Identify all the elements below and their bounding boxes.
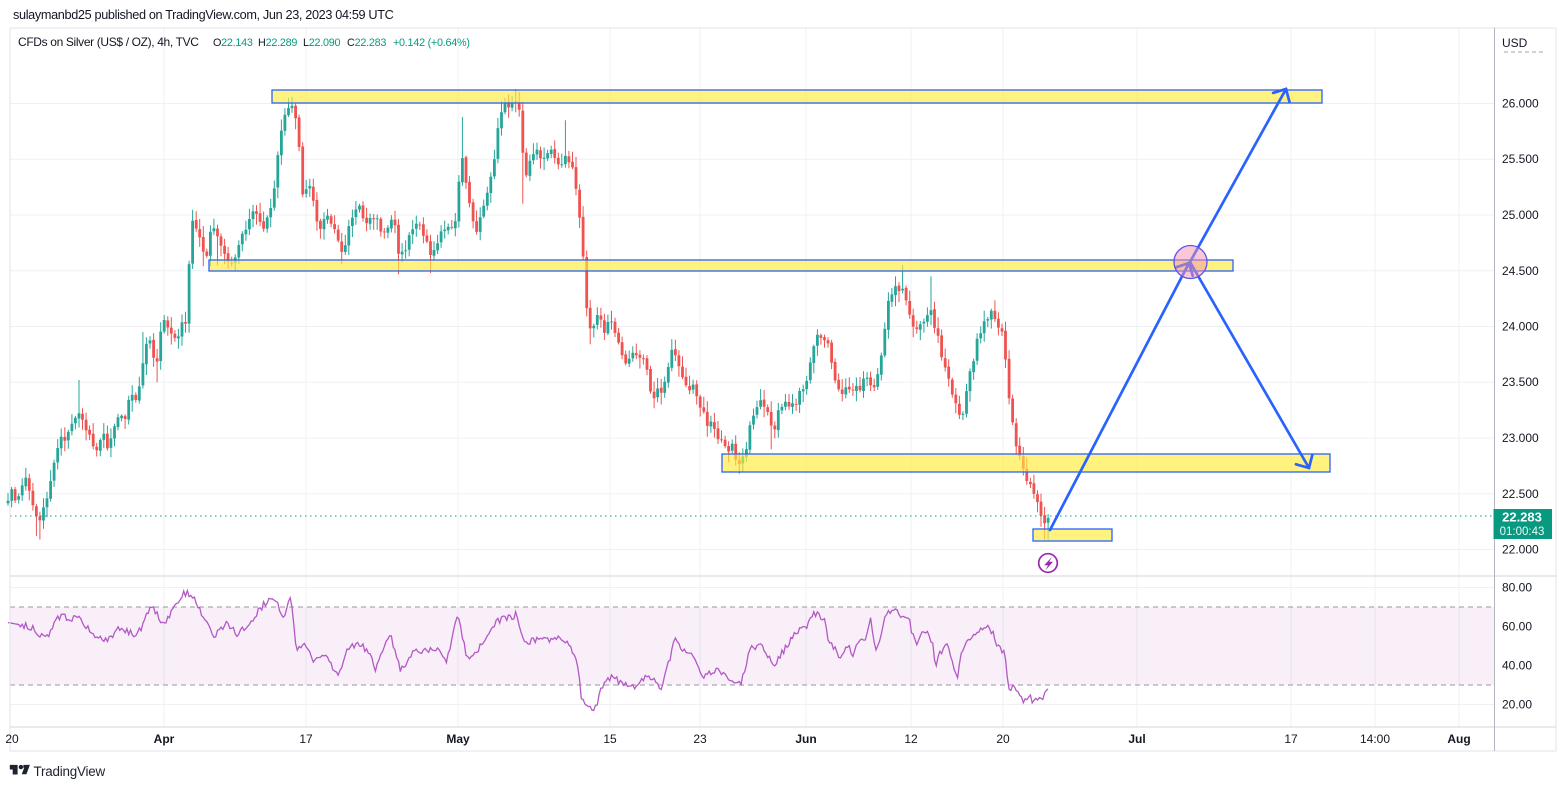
svg-text:24.500: 24.500: [1502, 264, 1539, 278]
svg-text:22.500: 22.500: [1502, 487, 1539, 501]
svg-text:25.000: 25.000: [1502, 208, 1539, 222]
svg-text:23: 23: [693, 732, 707, 746]
svg-text:01:00:43: 01:00:43: [1500, 526, 1545, 538]
svg-text:25.500: 25.500: [1502, 152, 1539, 166]
svg-text:20.00: 20.00: [1502, 698, 1532, 712]
svg-text:Jul: Jul: [1128, 732, 1145, 746]
svg-text:May: May: [446, 732, 470, 746]
svg-text:14:00: 14:00: [1360, 732, 1390, 746]
svg-text:L22.090: L22.090: [303, 37, 341, 49]
svg-text:USD: USD: [1502, 36, 1528, 50]
svg-text:TradingView: TradingView: [34, 764, 106, 779]
svg-text:26.000: 26.000: [1502, 97, 1539, 111]
svg-text:C22.283: C22.283: [347, 37, 386, 49]
svg-text:24.000: 24.000: [1502, 320, 1539, 334]
svg-text:23.500: 23.500: [1502, 375, 1539, 389]
svg-text:22.000: 22.000: [1502, 543, 1539, 557]
svg-text:15: 15: [603, 732, 617, 746]
svg-text:23.000: 23.000: [1502, 431, 1539, 445]
svg-text:Aug: Aug: [1447, 732, 1470, 746]
svg-text:17: 17: [1284, 732, 1298, 746]
svg-text:O22.143: O22.143: [213, 37, 253, 49]
svg-text:80.00: 80.00: [1502, 581, 1532, 595]
svg-text:20: 20: [996, 732, 1010, 746]
svg-text:17: 17: [299, 732, 313, 746]
svg-text:40.00: 40.00: [1502, 659, 1532, 673]
svg-text:H22.289: H22.289: [258, 37, 297, 49]
svg-text:20: 20: [5, 732, 19, 746]
svg-text:CFDs on Silver (US$ / OZ), 4h,: CFDs on Silver (US$ / OZ), 4h, TVC: [18, 35, 199, 49]
svg-text:sulaymanbd25 published on Trad: sulaymanbd25 published on TradingView.co…: [13, 8, 394, 22]
svg-text:+0.142 (+0.64%): +0.142 (+0.64%): [393, 37, 470, 49]
svg-text:Apr: Apr: [154, 732, 175, 746]
svg-text:60.00: 60.00: [1502, 620, 1532, 634]
svg-text:22.283: 22.283: [1502, 510, 1542, 525]
svg-text:Jun: Jun: [795, 732, 816, 746]
svg-text:12: 12: [904, 732, 918, 746]
